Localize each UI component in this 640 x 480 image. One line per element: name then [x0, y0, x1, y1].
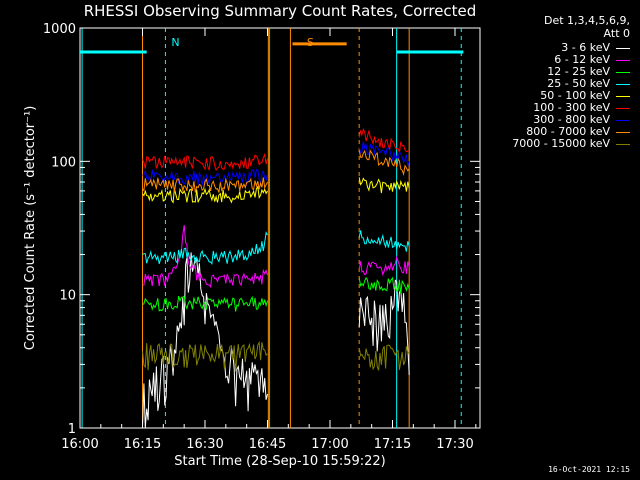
legend-item: 12 - 25 keV — [470, 66, 630, 78]
legend-header: Det 1,3,4,5,6,9, Att 0 — [490, 14, 630, 40]
legend-swatch — [616, 83, 630, 85]
legend-label: 6 - 12 keV — [554, 53, 610, 66]
legend-swatch — [616, 95, 630, 97]
observing-intervals — [80, 28, 464, 428]
x-tick-label: 17:00 — [311, 437, 348, 452]
legend-swatch — [616, 47, 630, 49]
series-8-segment-0 — [142, 340, 268, 372]
x-tick-label: 16:45 — [249, 437, 286, 452]
series-5-segment-1 — [358, 128, 410, 154]
series-3-segment-0 — [142, 231, 268, 266]
legend-item: 300 - 800 keV — [470, 114, 630, 126]
legend-label: 3 - 6 keV — [561, 41, 610, 54]
legend-item: 800 - 7000 keV — [470, 126, 630, 138]
legend-swatch — [616, 71, 630, 73]
series-4-segment-1 — [358, 177, 410, 194]
series-0-segment-1 — [358, 279, 410, 375]
legend-label: 800 - 7000 keV — [526, 125, 610, 138]
y-tick-label: 100 — [51, 155, 76, 170]
legend-item: 3 - 6 keV — [470, 42, 630, 54]
x-tick-label: 16:30 — [186, 437, 223, 452]
series-8-segment-1 — [358, 344, 410, 371]
legend: 3 - 6 keV 6 - 12 keV 12 - 25 keV 25 - 50 ke… — [470, 42, 630, 150]
legend-swatch — [616, 131, 630, 133]
legend-swatch — [616, 119, 630, 121]
legend-swatch — [616, 59, 630, 61]
y-tick-label: 1000 — [43, 22, 76, 37]
legend-label: 7000 - 15000 keV — [512, 137, 610, 150]
axes: 16:00 16:15 16:30 16:45 17:00 17:15 17:30 1 10 10… — [23, 22, 480, 469]
series-group — [142, 128, 410, 429]
legend-item: 7000 - 15000 keV — [470, 138, 630, 150]
chart-title: RHESSI Observing Summary Count Rates, Co… — [83, 2, 477, 20]
series-2-segment-0 — [142, 295, 268, 312]
legend-header-line-1: Det 1,3,4,5,6,9, — [543, 14, 630, 27]
legend-label: 50 - 100 keV — [540, 89, 610, 102]
x-axis-label: Start Time (28-Sep-10 15:59:22) — [174, 454, 385, 469]
legend-swatch — [616, 107, 630, 109]
legend-label: 12 - 25 keV — [547, 65, 610, 78]
legend-item: 25 - 50 keV — [470, 78, 630, 90]
series-3-segment-1 — [358, 230, 410, 252]
timestamp: 16-Oct-2021 12:15 — [548, 465, 630, 474]
series-1-segment-0 — [142, 225, 268, 289]
legend-label: 300 - 800 keV — [533, 113, 610, 126]
legend-label: 100 - 300 keV — [533, 101, 610, 114]
y-tick-label: 10 — [59, 289, 76, 304]
annotation-n: N — [171, 36, 179, 49]
series-1-segment-1 — [358, 255, 410, 277]
series-5-segment-0 — [142, 152, 268, 172]
series-4-segment-0 — [142, 185, 268, 204]
y-axis-label: Corrected Count Rate (s⁻¹ detector⁻¹) — [23, 106, 38, 351]
series-7-segment-0 — [142, 177, 268, 193]
y-tick-label: 1 — [68, 422, 76, 437]
series-7-segment-1 — [358, 149, 410, 177]
legend-header-line-2: Att 0 — [603, 27, 630, 40]
x-tick-label: 16:15 — [124, 437, 161, 452]
annotation-s: S — [307, 36, 314, 49]
series-0-segment-0 — [142, 252, 268, 429]
series-6-segment-1 — [358, 141, 410, 167]
legend-item: 6 - 12 keV — [470, 54, 630, 66]
plot-frame — [79, 27, 481, 429]
legend-item: 50 - 100 keV — [470, 90, 630, 102]
x-tick-label: 16:00 — [61, 437, 98, 452]
x-tick-label: 17:30 — [436, 437, 473, 452]
legend-item: 100 - 300 keV — [470, 102, 630, 114]
legend-label: 25 - 50 keV — [547, 77, 610, 90]
x-tick-label: 17:15 — [374, 437, 411, 452]
legend-swatch — [616, 143, 630, 145]
series-2-segment-1 — [358, 276, 410, 294]
